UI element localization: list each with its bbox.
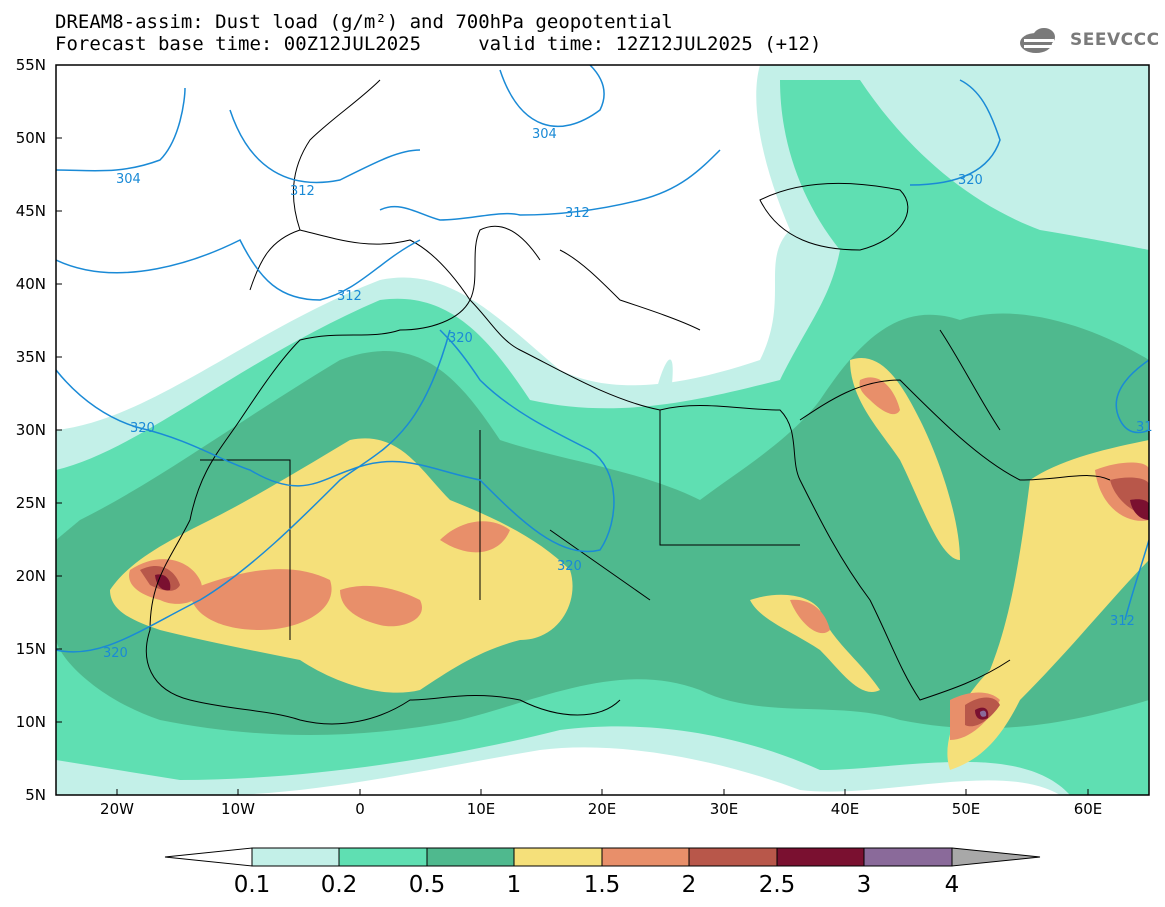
lat-label: 50N	[15, 129, 46, 147]
colorbar-label: 1	[506, 872, 522, 898]
lon-label: 30E	[709, 800, 739, 818]
contour-label: 320	[557, 559, 582, 574]
coastlines	[145, 79, 1111, 725]
contour-label: 320	[103, 646, 128, 661]
contour-label: 312	[565, 206, 590, 221]
colorbar-label: 0.2	[320, 872, 358, 898]
lat-label: 15N	[15, 640, 46, 658]
forecast-time-subtitle: Forecast base time: 00Z12JUL2025 valid t…	[55, 33, 822, 55]
lon-label: 50E	[951, 800, 981, 818]
lat-label: 40N	[15, 275, 46, 293]
logo-text: SEEVCCC	[1070, 30, 1160, 50]
contour-label: 320	[448, 331, 473, 346]
lon-label: 60E	[1073, 800, 1103, 818]
lon-label: 0	[355, 800, 365, 818]
seevccc-logo	[1020, 28, 1055, 53]
colorbar-label: 2	[681, 872, 697, 898]
dust-layer-1.5	[129, 377, 1149, 740]
colorbar	[164, 847, 1041, 867]
lon-label: 10W	[221, 800, 255, 818]
map-title: DREAM8-assim: Dust load (g/m²) and 700hP…	[55, 11, 673, 33]
colorbar-label: 2.5	[758, 872, 796, 898]
colorbar-label: 0.5	[408, 872, 446, 898]
lon-label: 40E	[830, 800, 860, 818]
dust-layer-2.5	[155, 499, 1149, 720]
contour-label: 312	[290, 184, 315, 199]
geopotential-contours	[56, 65, 1149, 653]
lat-label: 20N	[15, 567, 46, 585]
lat-label: 30N	[15, 421, 46, 439]
lat-label: 45N	[15, 202, 46, 220]
lon-label: 10E	[466, 800, 496, 818]
contour-label: 312	[1110, 614, 1135, 629]
dust-layer-1	[110, 358, 1149, 770]
colorbar-label: 3	[856, 872, 872, 898]
lon-label: 20W	[100, 800, 134, 818]
contour-label: 320	[958, 173, 983, 188]
lat-label: 25N	[15, 494, 46, 512]
contour-label: 320	[130, 421, 155, 436]
contour-label: 304	[116, 172, 141, 187]
axis-ticks	[56, 64, 1089, 795]
lat-label: 55N	[15, 56, 46, 74]
contour-labels: 304 304 312 312 312 320 320 320 320 320 …	[103, 127, 1153, 661]
contour-label: 304	[532, 127, 557, 142]
colorbar-label: 0.1	[233, 872, 271, 898]
contour-label: 312	[337, 289, 362, 304]
colorbar-label: 4	[944, 872, 960, 898]
colorbar-label: 1.5	[583, 872, 621, 898]
lat-label: 35N	[15, 348, 46, 366]
lon-label: 20E	[587, 800, 617, 818]
cloud-icon	[1020, 28, 1055, 53]
dust-layer-3	[980, 710, 987, 717]
lat-label: 10N	[15, 713, 46, 731]
contour-label: 31	[1136, 420, 1153, 435]
lat-label: 5N	[25, 786, 46, 804]
